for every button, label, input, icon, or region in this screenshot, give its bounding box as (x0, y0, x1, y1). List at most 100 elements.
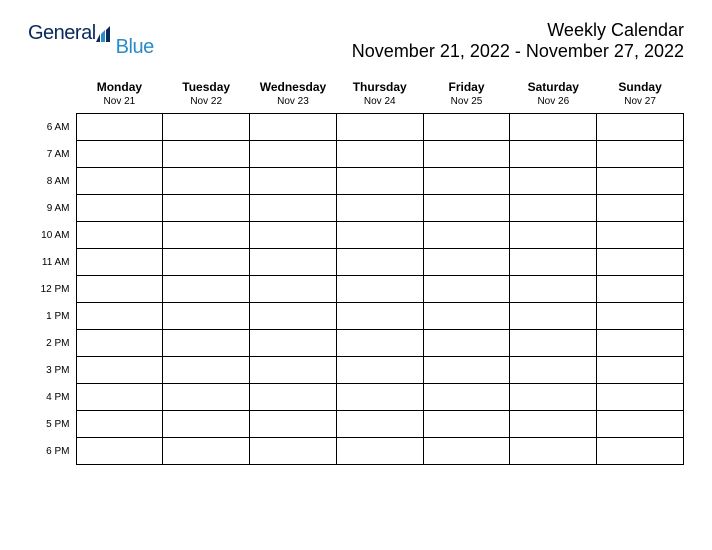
time-slot[interactable] (510, 303, 597, 330)
time-slot[interactable] (510, 114, 597, 141)
time-slot[interactable] (76, 114, 163, 141)
time-slot[interactable] (76, 303, 163, 330)
hour-row: 6 AM (28, 114, 684, 141)
time-slot[interactable] (76, 168, 163, 195)
time-slot[interactable] (336, 303, 423, 330)
time-slot[interactable] (510, 438, 597, 465)
time-slot[interactable] (250, 384, 337, 411)
time-slot[interactable] (510, 276, 597, 303)
hour-row: 8 AM (28, 168, 684, 195)
hour-row: 1 PM (28, 303, 684, 330)
time-slot[interactable] (76, 357, 163, 384)
time-slot[interactable] (597, 357, 684, 384)
time-slot[interactable] (163, 249, 250, 276)
time-slot[interactable] (250, 303, 337, 330)
time-slot[interactable] (597, 249, 684, 276)
time-slot[interactable] (76, 384, 163, 411)
time-slot[interactable] (163, 195, 250, 222)
time-slot[interactable] (423, 357, 510, 384)
time-slot[interactable] (336, 141, 423, 168)
time-slot[interactable] (250, 411, 337, 438)
time-slot[interactable] (250, 195, 337, 222)
time-slot[interactable] (163, 438, 250, 465)
time-slot[interactable] (510, 330, 597, 357)
time-slot[interactable] (510, 141, 597, 168)
time-slot[interactable] (250, 141, 337, 168)
time-slot[interactable] (250, 330, 337, 357)
time-slot[interactable] (76, 222, 163, 249)
time-slot[interactable] (76, 411, 163, 438)
time-slot[interactable] (336, 222, 423, 249)
time-slot[interactable] (423, 168, 510, 195)
time-slot[interactable] (597, 303, 684, 330)
time-slot[interactable] (423, 141, 510, 168)
time-slot[interactable] (163, 276, 250, 303)
time-slot[interactable] (510, 411, 597, 438)
time-slot[interactable] (250, 222, 337, 249)
time-slot[interactable] (510, 168, 597, 195)
time-slot[interactable] (597, 114, 684, 141)
time-slot[interactable] (76, 438, 163, 465)
time-slot[interactable] (336, 330, 423, 357)
page-title: Weekly Calendar (352, 20, 684, 41)
day-date: Nov 26 (510, 96, 597, 114)
time-slot[interactable] (510, 357, 597, 384)
time-slot[interactable] (510, 384, 597, 411)
time-slot[interactable] (423, 411, 510, 438)
time-slot[interactable] (163, 114, 250, 141)
time-slot[interactable] (163, 330, 250, 357)
time-slot[interactable] (336, 168, 423, 195)
time-slot[interactable] (597, 411, 684, 438)
time-slot[interactable] (336, 114, 423, 141)
logo-bars-icon (96, 24, 116, 47)
time-slot[interactable] (336, 249, 423, 276)
time-slot[interactable] (250, 438, 337, 465)
time-slot[interactable] (423, 222, 510, 249)
time-slot[interactable] (76, 330, 163, 357)
time-slot[interactable] (163, 411, 250, 438)
time-slot[interactable] (423, 303, 510, 330)
time-slot[interactable] (336, 384, 423, 411)
time-slot[interactable] (336, 276, 423, 303)
time-slot[interactable] (163, 384, 250, 411)
time-slot[interactable] (423, 438, 510, 465)
time-slot[interactable] (76, 141, 163, 168)
time-slot[interactable] (163, 303, 250, 330)
time-slot[interactable] (250, 249, 337, 276)
time-slot[interactable] (510, 222, 597, 249)
time-slot[interactable] (423, 384, 510, 411)
time-slot[interactable] (423, 249, 510, 276)
day-header: Sunday (597, 80, 684, 96)
time-slot[interactable] (250, 168, 337, 195)
time-slot[interactable] (76, 276, 163, 303)
time-slot[interactable] (336, 357, 423, 384)
time-slot[interactable] (597, 276, 684, 303)
time-slot[interactable] (423, 195, 510, 222)
time-slot[interactable] (250, 276, 337, 303)
time-slot[interactable] (423, 276, 510, 303)
time-slot[interactable] (423, 114, 510, 141)
hour-label: 6 PM (28, 438, 76, 465)
time-slot[interactable] (597, 141, 684, 168)
time-slot[interactable] (336, 195, 423, 222)
time-slot[interactable] (423, 330, 510, 357)
day-header: Tuesday (163, 80, 250, 96)
time-slot[interactable] (336, 411, 423, 438)
time-slot[interactable] (597, 384, 684, 411)
time-slot[interactable] (76, 195, 163, 222)
time-slot[interactable] (597, 195, 684, 222)
time-slot[interactable] (163, 141, 250, 168)
time-slot[interactable] (250, 114, 337, 141)
time-slot[interactable] (163, 222, 250, 249)
time-slot[interactable] (597, 330, 684, 357)
time-slot[interactable] (163, 168, 250, 195)
time-slot[interactable] (250, 357, 337, 384)
time-slot[interactable] (597, 168, 684, 195)
time-slot[interactable] (510, 249, 597, 276)
time-slot[interactable] (163, 357, 250, 384)
time-slot[interactable] (597, 222, 684, 249)
time-slot[interactable] (597, 438, 684, 465)
time-slot[interactable] (510, 195, 597, 222)
time-slot[interactable] (76, 249, 163, 276)
time-slot[interactable] (336, 438, 423, 465)
